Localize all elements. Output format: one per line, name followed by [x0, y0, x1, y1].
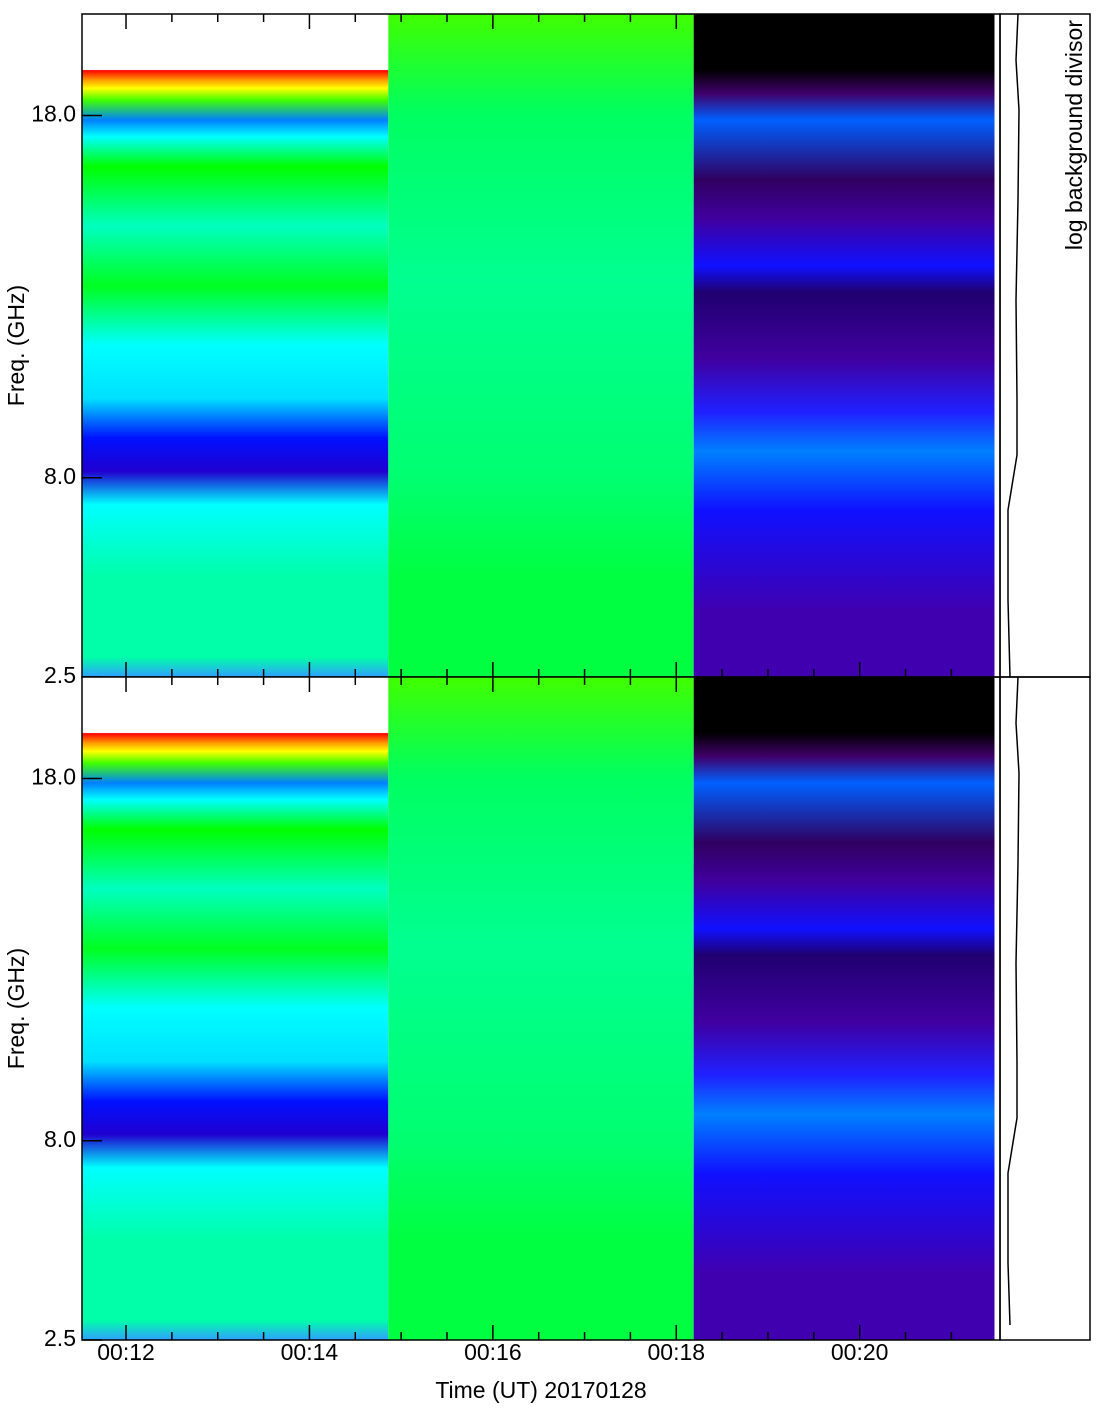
x-tick-label: 00:14 — [281, 1339, 339, 1365]
x-axis-label: Time (UT) 20170128 — [435, 1377, 646, 1403]
y-axis-label: Freq. (GHz) — [3, 948, 29, 1069]
y-tick-label: 8.0 — [44, 463, 76, 489]
y-tick-label: 2.5 — [44, 662, 76, 688]
x-tick-label: 00:18 — [647, 1339, 705, 1365]
spectrogram-block — [82, 677, 389, 1340]
spectrogram-block — [388, 14, 694, 677]
side-frame — [999, 676, 1091, 1341]
background-profile — [1007, 13, 1020, 678]
y-tick-label: 18.0 — [31, 764, 76, 790]
y-tick-label: 2.5 — [44, 1325, 76, 1351]
x-tick-label: 00:16 — [464, 1339, 522, 1365]
spectrogram-block — [693, 14, 995, 677]
background-profile — [1007, 676, 1020, 1326]
x-tick-label: 00:20 — [831, 1339, 889, 1365]
y-axis-label: Freq. (GHz) — [3, 285, 29, 406]
side-label: log background divisor — [1061, 20, 1087, 250]
spectrogram-block — [388, 677, 694, 1340]
spectrogram-block — [82, 14, 389, 677]
x-tick-label: 00:12 — [97, 1339, 155, 1365]
spectrogram-block — [693, 677, 995, 1340]
y-tick-label: 18.0 — [31, 101, 76, 127]
y-tick-label: 8.0 — [44, 1126, 76, 1152]
